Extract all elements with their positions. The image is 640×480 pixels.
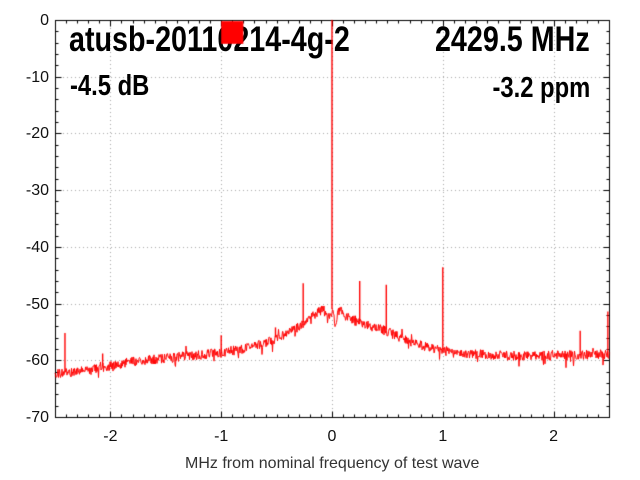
spectrum-trace-canvas bbox=[0, 0, 640, 480]
spectrum-plot: atusb-20110214-4g-2 2429.5 MHz -4.5 dB -… bbox=[0, 0, 640, 480]
